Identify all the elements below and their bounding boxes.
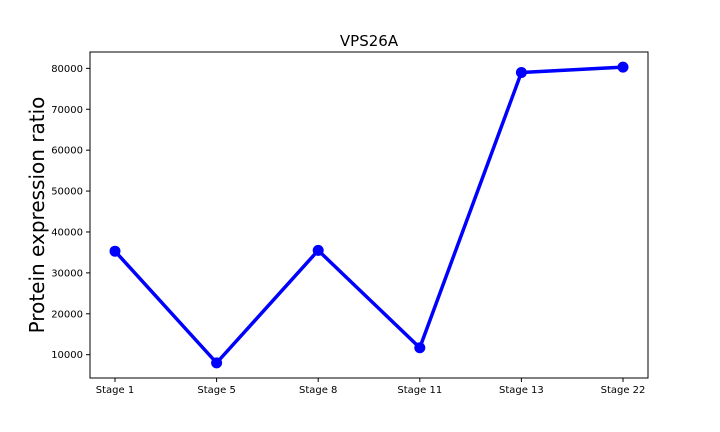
data-point [211, 357, 223, 369]
y-tick-label: 40000 [51, 227, 83, 238]
plot-frame [89, 51, 649, 379]
y-tick-label: 80000 [51, 64, 83, 75]
y-tick-label: 20000 [51, 309, 83, 320]
x-tick-label: Stage 8 [299, 385, 337, 396]
y-tick-label: 10000 [51, 350, 83, 361]
x-tick-label: Stage 22 [601, 385, 646, 396]
data-point [109, 245, 121, 257]
y-axis-label: Protein expression ratio [25, 97, 49, 334]
x-axis-ticks: Stage 1 Stage 5 Stage 8 Stage 11 Stage 13 Sta… [96, 378, 646, 396]
data-point [617, 61, 629, 73]
y-axis-ticks: 10000 20000 30000 40000 50000 60000 70000 80000 [51, 64, 90, 361]
x-tick-label: Stage 11 [397, 385, 442, 396]
data-point [414, 342, 426, 354]
y-tick-label: 60000 [51, 146, 83, 157]
series-line [113, 65, 624, 365]
chart-title: VPS26A [340, 32, 399, 50]
x-tick-label: Stage 13 [499, 385, 544, 396]
x-tick-label: Stage 5 [197, 385, 235, 396]
x-tick-label: Stage 1 [96, 385, 134, 396]
data-point [312, 244, 324, 256]
series-layer [109, 61, 629, 369]
y-tick-label: 30000 [51, 268, 83, 279]
y-tick-label: 50000 [51, 187, 83, 198]
data-point [515, 66, 527, 78]
y-tick-label: 70000 [51, 105, 83, 116]
